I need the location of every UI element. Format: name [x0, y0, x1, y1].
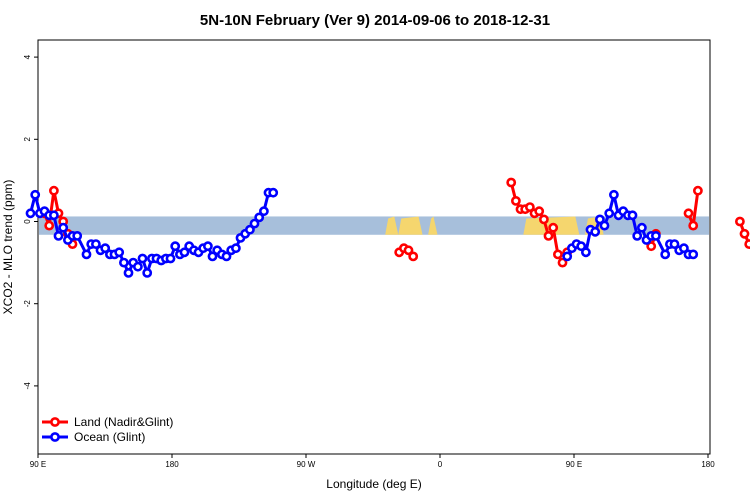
- y-axis-ticks: 4 2 0 -2 -4: [23, 54, 38, 389]
- data-point: [114, 247, 125, 258]
- data-point: [165, 253, 176, 264]
- data-point: [669, 239, 680, 249]
- data-point: [44, 220, 55, 231]
- data-point: [595, 214, 605, 225]
- x-axis-label: Longitude (deg E): [326, 477, 421, 491]
- data-point: [632, 230, 643, 241]
- data-point: [137, 253, 148, 264]
- data-point: [254, 212, 265, 223]
- y-axis-label: XCO2 - MLO trend (ppm): [1, 180, 15, 315]
- data-point: [142, 267, 153, 278]
- data-point: [539, 214, 549, 225]
- data-point: [557, 257, 568, 268]
- chart-title: 5N-10N February (Ver 9) 2014-09-06 to 20…: [200, 12, 550, 29]
- data-point: [599, 220, 610, 231]
- data-point: [258, 206, 269, 217]
- data-point: [207, 251, 218, 262]
- data-point: [511, 195, 521, 206]
- data-point: [651, 230, 661, 241]
- data-point: [739, 228, 750, 239]
- data-point: [81, 249, 92, 260]
- land-mask-b: [398, 216, 423, 235]
- data-point: [525, 202, 535, 212]
- x-axis-ticks: 90 E 180 90 W 0 90 E 180: [30, 454, 715, 469]
- data-point: [688, 249, 699, 260]
- y-tick-label: -2: [23, 300, 32, 308]
- legend-label: Land (Nadir&Glint): [74, 415, 173, 429]
- data-point: [58, 222, 69, 233]
- data-point: [679, 243, 689, 254]
- data-point: [548, 222, 559, 233]
- data-point: [179, 247, 190, 258]
- y-tick-label: 2: [23, 137, 32, 142]
- data-point: [91, 239, 101, 249]
- data-point: [637, 222, 647, 233]
- data-point: [202, 241, 213, 252]
- data-point: [581, 247, 591, 258]
- land-mask-c: [428, 216, 438, 235]
- data-point: [683, 208, 694, 219]
- series-ocean: [25, 187, 699, 278]
- data-point: [627, 210, 638, 221]
- data-point: [688, 220, 699, 231]
- data-point: [249, 218, 260, 229]
- y-tick-label: 4: [23, 54, 32, 59]
- data-point: [119, 257, 129, 268]
- data-point: [408, 251, 419, 262]
- data-point: [170, 241, 181, 252]
- data-point: [25, 208, 36, 219]
- data-point: [693, 185, 703, 196]
- data-point: [543, 230, 554, 241]
- legend-label: Ocean (Glint): [74, 430, 145, 444]
- data-point: [590, 226, 601, 237]
- y-tick-label: -4: [23, 382, 32, 390]
- data-point: [646, 241, 657, 252]
- legend-marker: [50, 432, 60, 442]
- data-point: [576, 241, 587, 252]
- data-point: [660, 249, 671, 260]
- data-point: [49, 185, 59, 196]
- data-point: [553, 249, 563, 260]
- data-point: [735, 216, 745, 227]
- data-point: [30, 189, 41, 200]
- x-tick-label: 180: [701, 460, 715, 469]
- legend: Land (Nadir&Glint)Ocean (Glint): [42, 415, 173, 444]
- data-point: [49, 210, 59, 221]
- data-point: [506, 177, 517, 188]
- data-point: [123, 267, 134, 278]
- data-point: [221, 251, 232, 262]
- y-tick-label: 0: [23, 219, 32, 224]
- data-point: [53, 230, 64, 241]
- x-tick-label: 0: [438, 460, 443, 469]
- x-tick-label: 90 W: [297, 460, 316, 469]
- x-tick-label: 90 E: [566, 460, 582, 469]
- x-tick-label: 90 E: [30, 460, 46, 469]
- data-point: [534, 206, 545, 217]
- data-point: [268, 187, 279, 198]
- x-tick-label: 180: [165, 460, 179, 469]
- data-point: [244, 224, 255, 235]
- legend-marker: [50, 417, 60, 427]
- series-layer: [25, 177, 750, 278]
- land-mask-a: [385, 216, 399, 235]
- data-point: [100, 243, 111, 254]
- data-point: [72, 230, 83, 241]
- plot-frame: [37, 39, 711, 455]
- data-point: [562, 251, 573, 262]
- data-point: [230, 243, 241, 254]
- data-point: [132, 261, 143, 272]
- data-point: [609, 189, 619, 200]
- data-point: [744, 239, 750, 249]
- data-point: [403, 245, 414, 256]
- data-point: [604, 208, 615, 219]
